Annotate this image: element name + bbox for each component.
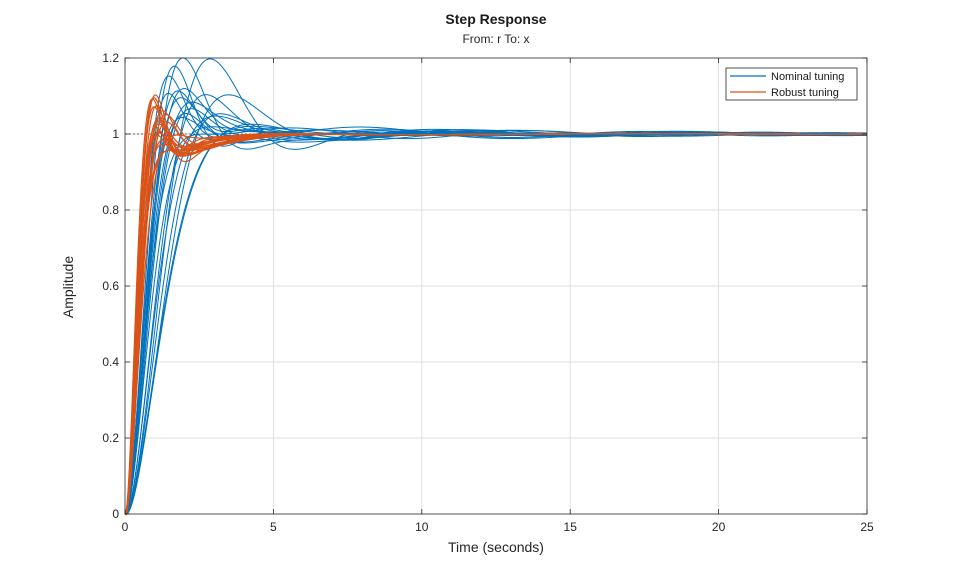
legend: Nominal tuning Robust tuning: [725, 67, 858, 101]
y-tick-label: 0.4: [102, 355, 119, 369]
x-tick-label: 20: [712, 520, 726, 534]
x-tick-label: 0: [122, 520, 129, 534]
y-tick-label: 1.2: [102, 51, 119, 65]
y-tick-label: 0.6: [102, 279, 119, 293]
legend-box: [725, 67, 858, 101]
y-tick-label: 0.2: [102, 431, 119, 445]
chart-subtitle: From: r To: x: [462, 32, 529, 46]
y-tick-label: 0.8: [102, 203, 119, 217]
axis-ticks: 0 5 10 15 20 25 0 0.2 0.4 0.6 0.8 1 1.2: [102, 51, 874, 534]
nominal-response-curve: [124, 97, 868, 515]
legend-label-nominal: Nominal tuning: [771, 71, 844, 83]
x-axis-label: Time (seconds): [448, 539, 544, 555]
x-tick-label: 25: [860, 520, 874, 534]
y-tick-label: 1: [112, 127, 119, 141]
x-tick-label: 15: [564, 520, 578, 534]
series-robust-tuning: [124, 94, 867, 516]
robust-response-curve: [124, 106, 867, 515]
nominal-response-curve: [124, 127, 868, 515]
x-tick-label: 10: [415, 520, 429, 534]
chart-title: Step Response: [445, 11, 546, 27]
plot-border: [124, 57, 868, 515]
y-axis-label: Amplitude: [60, 256, 76, 318]
y-tick-label: 0: [112, 507, 119, 521]
x-tick-label: 5: [270, 520, 277, 534]
legend-label-robust: Robust tuning: [771, 87, 839, 99]
